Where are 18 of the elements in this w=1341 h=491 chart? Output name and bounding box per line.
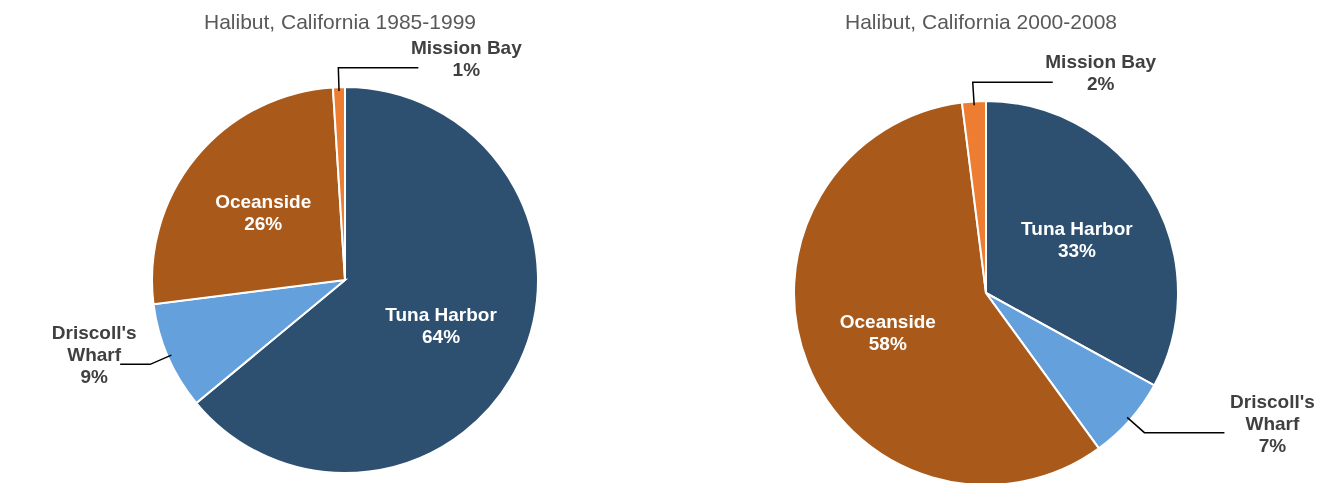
slice-label: Driscoll's Wharf bbox=[51, 321, 137, 365]
data-label: 64% bbox=[422, 325, 461, 347]
slice-label: Driscoll's Wharf bbox=[1230, 390, 1315, 434]
data-label: 2% bbox=[1087, 72, 1115, 94]
data-label: 7% bbox=[1258, 434, 1287, 456]
chart-title: Halibut, California 2000-2008 bbox=[844, 10, 1118, 34]
slice-label: Tuna Harbor bbox=[385, 303, 498, 325]
data-label: 1% bbox=[452, 58, 481, 80]
slice-label: Mission Bay bbox=[1045, 50, 1157, 72]
slice-label: Tuna Harbor bbox=[1021, 217, 1134, 239]
data-label: 58% bbox=[868, 332, 907, 354]
chart-title: Halibut, California 1985-1999 bbox=[203, 10, 477, 34]
data-label: 33% bbox=[1057, 239, 1097, 261]
slice-label: Oceanside bbox=[839, 310, 936, 332]
data-label: 26% bbox=[244, 212, 283, 234]
data-label: 9% bbox=[80, 365, 108, 387]
slice-label: Mission Bay bbox=[410, 36, 523, 58]
slice-label: Oceanside bbox=[215, 190, 312, 212]
